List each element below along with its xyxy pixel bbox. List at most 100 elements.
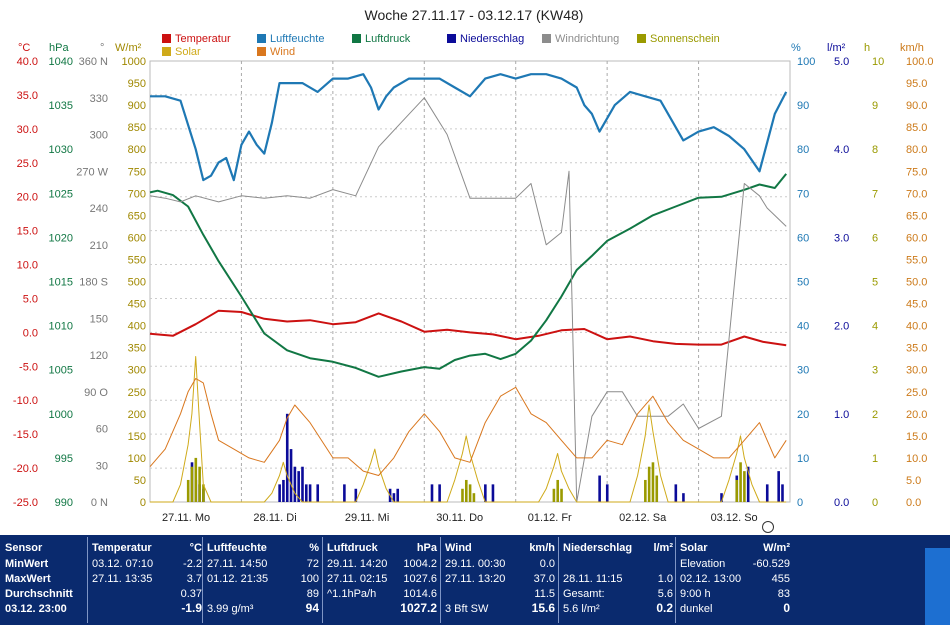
- temperature-tick-label: 35.0: [17, 90, 38, 102]
- bar-sonnenschein: [655, 475, 659, 502]
- legend-swatch: [542, 34, 551, 43]
- temperature-tick-label: 5.0: [23, 293, 38, 305]
- wind_speed-tick-label: 50.0: [906, 277, 927, 289]
- stats-value: 1.0: [657, 573, 673, 585]
- solar-tick-label: 50: [134, 475, 146, 487]
- legend-swatch: [257, 47, 266, 56]
- stats-value: 455: [771, 573, 790, 585]
- stats-value: 100: [300, 573, 319, 585]
- wind_direction-tick-label: 60: [96, 424, 108, 436]
- wind_speed-tick-label: 70.0: [906, 188, 927, 200]
- column-separator: [558, 537, 559, 623]
- legend-swatch: [352, 34, 361, 43]
- solar-tick-label: 900: [128, 100, 146, 112]
- bar-sonnenschein: [739, 462, 742, 502]
- bar-niederschlag: [343, 484, 346, 502]
- bar-sonnenschein: [743, 471, 746, 502]
- bar-sonnenschein: [190, 466, 194, 502]
- wind_speed-tick-label: 20.0: [906, 409, 927, 421]
- wind_speed-tick-label: 100.0: [906, 56, 934, 68]
- stats-current-time: 03.12. 23:00: [5, 603, 67, 615]
- stats-value: 11.5: [534, 588, 555, 600]
- bar-niederschlag: [765, 484, 769, 502]
- stats-time: Gesamt:: [563, 588, 605, 600]
- solar-tick-label: 100: [128, 453, 146, 465]
- sunshine-tick-label: 3: [872, 365, 878, 377]
- legend-swatch: [162, 34, 171, 43]
- wind_speed-unit-label: km/h: [900, 42, 924, 54]
- stats-current-extra: 3.99 g/m³: [207, 603, 254, 615]
- bar-niederschlag: [674, 484, 678, 502]
- wind_speed-tick-label: 30.0: [906, 365, 927, 377]
- wind_speed-tick-label: 25.0: [906, 387, 927, 399]
- precipitation-tick-label: 1.0: [834, 409, 849, 421]
- wind_direction-tick-label: 240: [90, 203, 108, 215]
- stats-header: Luftfeuchte: [207, 542, 267, 554]
- bar-sonnenschein: [186, 479, 190, 502]
- sunshine-tick-label: 5: [872, 277, 878, 289]
- stats-value: -60.529: [752, 558, 790, 570]
- wind_direction-tick-label: 360 N: [79, 56, 108, 68]
- legend-swatch: [447, 34, 456, 43]
- legend-swatch: [257, 34, 266, 43]
- temperature-tick-label: 15.0: [17, 226, 38, 238]
- temperature-tick-label: 40.0: [17, 56, 38, 68]
- humidity-tick-label: 40: [797, 321, 809, 333]
- bar-niederschlag: [278, 484, 281, 502]
- solar-tick-label: 200: [128, 409, 146, 421]
- wind_direction-tick-label: 300: [90, 130, 108, 142]
- series-line-luftfeuchte: [150, 73, 788, 182]
- bar-niederschlag: [491, 484, 495, 502]
- legend-label: Wind: [270, 46, 295, 58]
- bar-sonnenschein: [735, 479, 739, 502]
- temperature-tick-label: 25.0: [17, 158, 38, 170]
- solar-tick-label: 800: [128, 144, 146, 156]
- sunshine-tick-label: 4: [872, 321, 878, 333]
- series-lines: [149, 73, 788, 503]
- stats-time: 27.11. 13:20: [445, 573, 506, 585]
- stats-value: 0.0: [539, 558, 555, 570]
- bar-niederschlag: [392, 493, 396, 502]
- wind_speed-tick-label: 75.0: [906, 166, 927, 178]
- temperature-tick-label: 10.0: [17, 260, 38, 272]
- bar-niederschlag: [598, 475, 601, 502]
- wind_direction-tick-label: 120: [90, 350, 108, 362]
- pressure-tick-label: 990: [55, 497, 73, 509]
- stats-header: Wind: [445, 542, 472, 554]
- solar-tick-label: 500: [128, 277, 146, 289]
- solar-tick-label: 0: [140, 497, 146, 509]
- pressure-tick-label: 1030: [49, 144, 73, 156]
- day-label: 29.11. Mi: [345, 512, 389, 524]
- bar-niederschlag: [293, 466, 297, 502]
- stats-value: 89: [306, 588, 319, 600]
- precipitation-tick-label: 3.0: [834, 232, 849, 244]
- bar-niederschlag: [304, 484, 308, 502]
- sunshine-tick-label: 2: [872, 409, 878, 421]
- wind_direction-tick-label: 210: [90, 240, 108, 252]
- stats-time: 27.11. 13:35: [92, 573, 153, 585]
- wind_direction-tick-label: 90 O: [84, 387, 108, 399]
- stats-time: 29.11. 14:20: [327, 558, 388, 570]
- stats-header: Solar: [680, 542, 708, 554]
- bar-niederschlag: [430, 484, 434, 502]
- plot-area: [149, 60, 791, 503]
- humidity-tick-label: 0: [797, 497, 803, 509]
- bar-niederschlag: [289, 449, 293, 502]
- wind_direction-tick-label: 150: [90, 313, 108, 325]
- stats-header: Niederschlag: [563, 542, 633, 554]
- temperature-tick-label: -20.0: [13, 463, 38, 475]
- solar-tick-label: 650: [128, 210, 146, 222]
- legend-label: Niederschlag: [460, 33, 524, 45]
- bar-sonnenschein: [461, 488, 464, 502]
- pressure-tick-label: 1035: [49, 100, 73, 112]
- bar-sonnenschein: [468, 484, 472, 502]
- stats-time: 02.12. 13:00: [680, 573, 742, 585]
- day-label: 02.12. Sa: [619, 512, 667, 524]
- time-marker-handle[interactable]: [762, 521, 774, 533]
- pressure-tick-label: 1020: [49, 232, 73, 244]
- sunshine-tick-label: 9: [872, 100, 878, 112]
- series-line-temperatur: [149, 309, 787, 347]
- stats-header: Sensor: [5, 542, 43, 554]
- solar-tick-label: 450: [128, 299, 146, 311]
- wind_speed-tick-label: 85.0: [906, 122, 927, 134]
